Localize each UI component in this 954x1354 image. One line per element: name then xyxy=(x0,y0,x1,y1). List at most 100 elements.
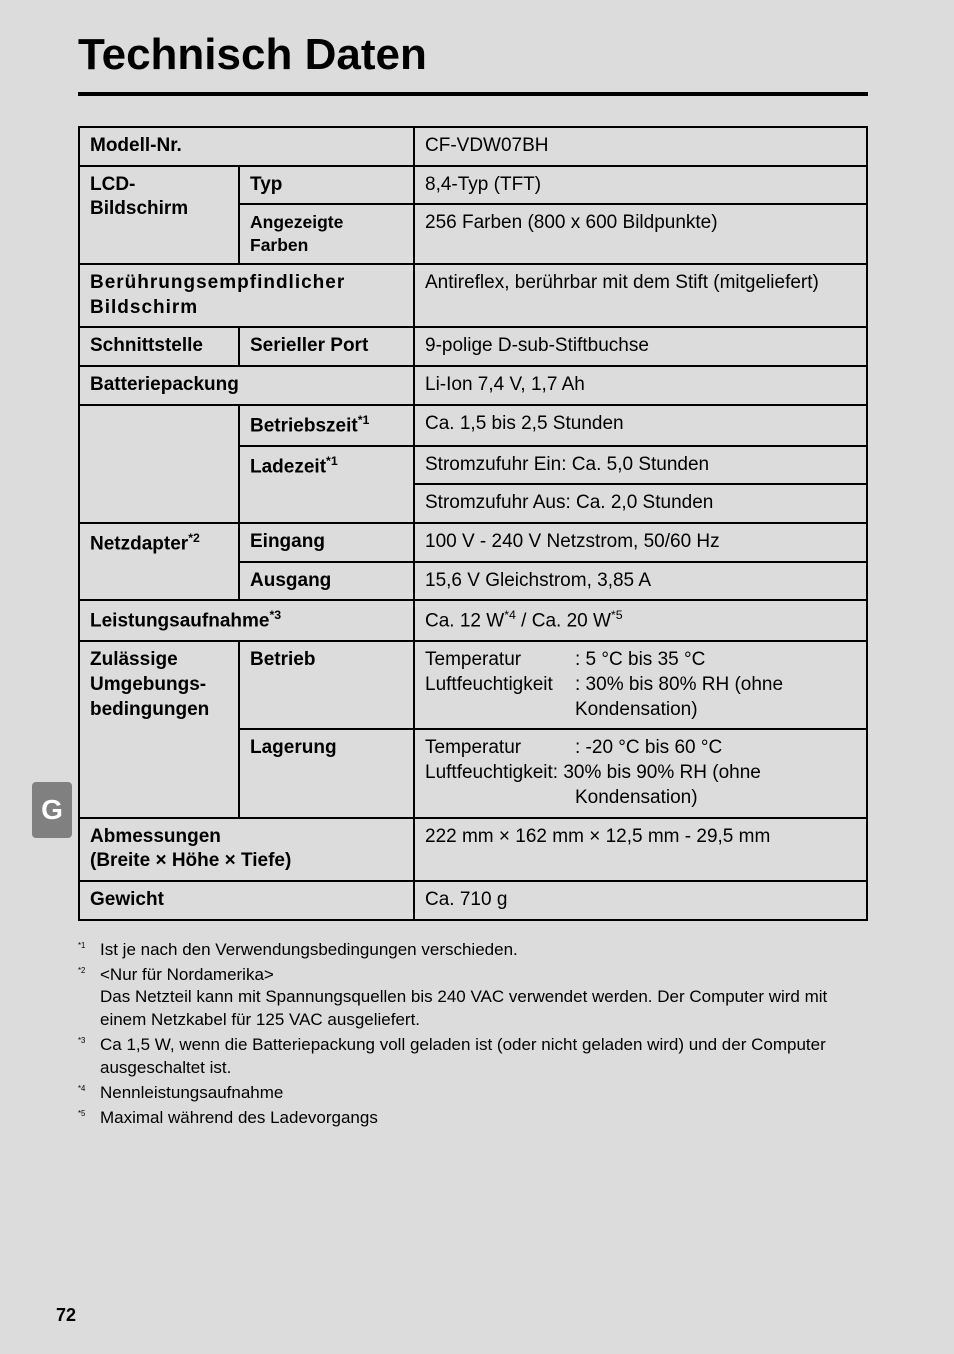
text: Kondensation) xyxy=(575,786,856,811)
table-row: LCD- Bildschirm Typ 8,4-Typ (TFT) xyxy=(79,166,867,205)
footnote-body: Nennleistungsaufnahme xyxy=(100,1082,868,1105)
footnote-body: Ca 1,5 W, wenn die Batteriepackung voll … xyxy=(100,1034,868,1080)
cell-model-value: CF-VDW07BH xyxy=(414,127,867,166)
cell-empty xyxy=(79,405,239,523)
language-tab: G xyxy=(32,782,72,838)
cell-type-label: Typ xyxy=(239,166,414,205)
footnote-body: Maximal während des Ladevorgangs xyxy=(100,1107,868,1130)
footnotes: *1Ist je nach den Verwendungsbedingungen… xyxy=(78,939,868,1131)
text: Temperatur xyxy=(425,736,575,761)
cell-runtime-value: Ca. 1,5 bis 2,5 Stunden xyxy=(414,405,867,446)
cell-weight-label: Gewicht xyxy=(79,881,414,920)
footnote-body: <Nur für Nordamerika> Das Netzteil kann m… xyxy=(100,964,868,1033)
cell-colors-value: 256 Farben (800 x 600 Bildpunkte) xyxy=(414,204,867,264)
spec-table: Modell-Nr. CF-VDW07BH LCD- Bildschirm Ty… xyxy=(78,126,868,921)
cell-charge-label: Ladezeit*1 xyxy=(239,446,414,523)
table-row: Leistungsaufnahme*3 Ca. 12 W*4 / Ca. 20 … xyxy=(79,600,867,641)
footnote-ref: *2 xyxy=(188,531,200,545)
cell-power-value: Ca. 12 W*4 / Ca. 20 W*5 xyxy=(414,600,867,641)
cell-weight-value: Ca. 710 g xyxy=(414,881,867,920)
cell-adapter-label: Netzdapter*2 xyxy=(79,523,239,600)
cell-power-label: Leistungsaufnahme*3 xyxy=(79,600,414,641)
text: : 5 °C bis 35 °C xyxy=(575,648,856,673)
cell-st-label: Lagerung xyxy=(239,729,414,817)
table-row: Schnittstelle Serieller Port 9-polige D-… xyxy=(79,327,867,366)
text: / xyxy=(516,611,532,632)
cell-op-value: Temperatur: 5 °C bis 35 °C Luftfeuchtigk… xyxy=(414,641,867,729)
text xyxy=(425,786,575,811)
text: : -20 °C bis 60 °C xyxy=(575,736,856,761)
cell-dim-label: Abmessungen (Breite × Höhe × Tiefe) xyxy=(79,818,414,881)
footnote-5: *5Maximal während des Ladevorgangs xyxy=(78,1107,868,1130)
cell-model-label: Modell-Nr. xyxy=(79,127,414,166)
text: Temperatur xyxy=(425,648,575,673)
footnote-ref: *3 xyxy=(269,608,281,622)
cell-touch-value: Antireflex, berührbar mit dem Stift (mit… xyxy=(414,264,867,327)
cell-dim-value: 222 mm × 162 mm × 12,5 mm - 29,5 mm xyxy=(414,818,867,881)
cell-type-value: 8,4-Typ (TFT) xyxy=(414,166,867,205)
text: Umgebungs- xyxy=(90,674,206,695)
table-row: Netzdapter*2 Eingang 100 V - 240 V Netzs… xyxy=(79,523,867,562)
page-number: 72 xyxy=(56,1305,76,1326)
text: Ladezeit xyxy=(250,456,326,477)
cell-serial-value: 9-polige D-sub-Stiftbuchse xyxy=(414,327,867,366)
text xyxy=(425,698,575,723)
text: Ca. 20 W xyxy=(532,611,611,632)
footnote-mark: *2 xyxy=(78,964,100,1033)
footnote-ref: *5 xyxy=(611,608,623,622)
text: : 30% bis 80% RH (ohne xyxy=(575,673,856,698)
cell-colors-label: Angezeigte Farben xyxy=(239,204,414,264)
footnote-mark: *3 xyxy=(78,1034,100,1080)
cell-env-label: Zulässige Umgebungs- bedingungen xyxy=(79,641,239,817)
page-title: Technisch Daten xyxy=(78,0,868,96)
table-row: Berührungsempfindlicher Bildschirm Antir… xyxy=(79,264,867,327)
table-row: Betriebszeit*1 Ca. 1,5 bis 2,5 Stunden xyxy=(79,405,867,446)
cell-touch-label: Berührungsempfindlicher Bildschirm xyxy=(79,264,414,327)
footnote-2: *2<Nur für Nordamerika> Das Netzteil kann… xyxy=(78,964,868,1033)
text: Ca. 12 W xyxy=(425,611,504,632)
text: Zulässige xyxy=(90,649,178,670)
text: bedingungen xyxy=(90,699,209,720)
footnote-3: *3Ca 1,5 W, wenn die Batteriepackung vol… xyxy=(78,1034,868,1080)
table-row: Abmessungen (Breite × Höhe × Tiefe) 222 … xyxy=(79,818,867,881)
table-row: Batteriepackung Li-Ion 7,4 V, 1,7 Ah xyxy=(79,366,867,405)
cell-output-value: 15,6 V Gleichstrom, 3,85 A xyxy=(414,562,867,601)
table-row: Zulässige Umgebungs- bedingungen Betrieb… xyxy=(79,641,867,729)
footnote-ref: *4 xyxy=(504,608,516,622)
cell-output-label: Ausgang xyxy=(239,562,414,601)
table-row: Modell-Nr. CF-VDW07BH xyxy=(79,127,867,166)
cell-op-label: Betrieb xyxy=(239,641,414,729)
cell-serial-label: Serieller Port xyxy=(239,327,414,366)
footnote-1: *1Ist je nach den Verwendungsbedingungen… xyxy=(78,939,868,962)
text: Das Netzteil kann mit Spannungsquellen b… xyxy=(100,987,827,1029)
footnote-body: Ist je nach den Verwendungsbedingungen v… xyxy=(100,939,868,962)
cell-runtime-label: Betriebszeit*1 xyxy=(239,405,414,446)
table-row: Gewicht Ca. 710 g xyxy=(79,881,867,920)
text: Betriebszeit xyxy=(250,415,358,436)
text: Luftfeuchtigkeit xyxy=(425,673,575,698)
text: Bildschirm xyxy=(90,198,188,219)
footnote-4: *4Nennleistungsaufnahme xyxy=(78,1082,868,1105)
footnote-ref: *1 xyxy=(358,413,370,427)
text: Kondensation) xyxy=(575,698,856,723)
cell-charge-off: Stromzufuhr Aus: Ca. 2,0 Stunden xyxy=(414,484,867,523)
cell-input-label: Eingang xyxy=(239,523,414,562)
text: <Nur für Nordamerika> xyxy=(100,965,274,984)
text: Netzdapter xyxy=(90,533,188,554)
cell-iface-label: Schnittstelle xyxy=(79,327,239,366)
text: (Breite × Höhe × Tiefe) xyxy=(90,850,291,871)
footnote-ref: *1 xyxy=(326,454,338,468)
footnote-mark: *5 xyxy=(78,1107,100,1130)
cell-st-value: Temperatur: -20 °C bis 60 °C Luftfeuchti… xyxy=(414,729,867,817)
text: Leistungsaufnahme xyxy=(90,611,269,632)
text: Abmessungen xyxy=(90,826,221,847)
cell-battery-label: Batteriepackung xyxy=(79,366,414,405)
cell-charge-on: Stromzufuhr Ein: Ca. 5,0 Stunden xyxy=(414,446,867,485)
text: Luftfeuchtigkeit: 30% bis 90% RH (ohne xyxy=(425,761,856,786)
cell-lcd-label: LCD- Bildschirm xyxy=(79,166,239,264)
cell-battery-value: Li-Ion 7,4 V, 1,7 Ah xyxy=(414,366,867,405)
footnote-mark: *1 xyxy=(78,939,100,962)
text: LCD- xyxy=(90,174,135,195)
footnote-mark: *4 xyxy=(78,1082,100,1105)
cell-input-value: 100 V - 240 V Netzstrom, 50/60 Hz xyxy=(414,523,867,562)
